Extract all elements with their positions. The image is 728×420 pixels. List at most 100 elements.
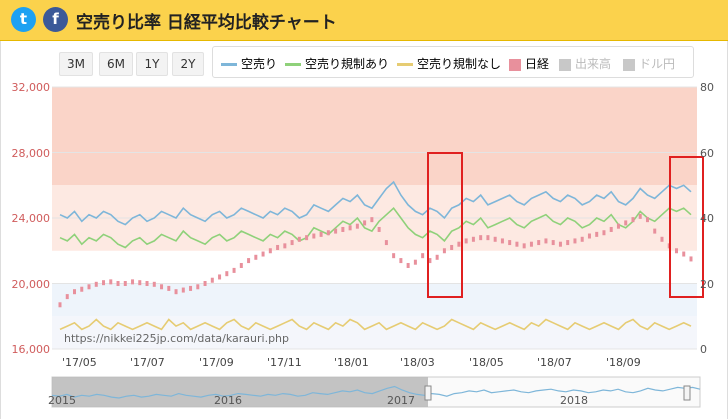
- nikkei-candle: [348, 225, 352, 231]
- nikkei-candle: [421, 253, 425, 259]
- legend-item-usdjpy[interactable]: ドル円: [623, 55, 675, 72]
- legend-label: ドル円: [639, 57, 676, 71]
- range-button-1y[interactable]: 1Y: [136, 52, 168, 76]
- nikkei-candle: [595, 231, 599, 237]
- nikkei-candle: [254, 254, 258, 260]
- nikkei-candle: [602, 230, 606, 236]
- nikkei-candle: [94, 281, 98, 287]
- nikkei-candle: [225, 271, 229, 277]
- legend-label: 空売り規制あり: [305, 57, 390, 71]
- nikkei-candle: [616, 223, 620, 229]
- legend-item-nikkei[interactable]: 日経: [509, 55, 549, 72]
- twitter-icon[interactable]: t: [11, 7, 36, 32]
- facebook-icon[interactable]: f: [43, 7, 68, 32]
- range-button-3m[interactable]: 3M: [59, 52, 93, 76]
- nikkei-candle: [544, 238, 548, 244]
- nikkei-candle: [392, 253, 396, 259]
- navigator-mask: [52, 377, 428, 407]
- nikkei-candle: [138, 280, 142, 286]
- nikkei-candle: [435, 254, 439, 260]
- nikkei-candle: [210, 277, 214, 283]
- nikkei-candle: [399, 258, 403, 264]
- navigator-year-label: 2018: [560, 394, 588, 407]
- nikkei-candle: [660, 236, 664, 242]
- highlight-box: [669, 156, 704, 298]
- nikkei-candle: [558, 241, 562, 247]
- nikkei-candle: [529, 241, 533, 247]
- band: [52, 283, 697, 317]
- x-tick: '17/09: [199, 356, 234, 369]
- nikkei-candle: [261, 251, 265, 257]
- legend-item-karauri[interactable]: 空売り: [221, 55, 277, 72]
- nikkei-candle: [631, 217, 635, 223]
- nikkei-candle: [450, 244, 454, 250]
- nikkei-candle: [290, 240, 294, 246]
- series-line-0: [59, 180, 692, 226]
- nikkei-candle: [457, 241, 461, 247]
- page-title: 空売り比率 日経平均比較チャート: [76, 13, 337, 33]
- x-tick: '18/09: [606, 356, 641, 369]
- legend-item-volume[interactable]: 出来高: [559, 55, 611, 72]
- nikkei-candle: [218, 274, 222, 280]
- y-right-tick: 40: [700, 212, 714, 225]
- nikkei-candle: [384, 240, 388, 246]
- nikkei-candle: [181, 287, 185, 293]
- nikkei-candle: [268, 248, 272, 254]
- x-tick: '18/01: [334, 356, 369, 369]
- nikkei-candle: [479, 235, 483, 241]
- y-left-tick: 16,000: [11, 343, 51, 356]
- navigator-year-label: 2016: [214, 394, 242, 407]
- x-tick: '18/05: [469, 356, 504, 369]
- y-right-tick: 20: [700, 278, 714, 291]
- nikkei-candle: [319, 231, 323, 237]
- nikkei-candle: [653, 228, 657, 234]
- y-right-tick: 60: [700, 147, 714, 160]
- nikkei-candle: [312, 233, 316, 239]
- y-left-tick: 32,000: [11, 81, 51, 94]
- nikkei-candle: [442, 248, 446, 254]
- chart-legend: 空売り 空売り規制あり 空売り規制なし 日経 出来高 ドル円: [212, 46, 694, 78]
- band: [52, 87, 697, 186]
- nikkei-candle: [515, 241, 519, 247]
- nikkei-candle: [638, 213, 642, 219]
- range-button-6m[interactable]: 6M: [99, 52, 133, 76]
- nikkei-candle: [305, 235, 309, 241]
- navigator-year-label: 2017: [387, 394, 415, 407]
- nikkei-candle: [232, 267, 236, 273]
- nikkei-candle: [247, 258, 251, 264]
- nikkei-candle: [196, 284, 200, 290]
- nikkei-candle: [486, 235, 490, 241]
- series-line-1: [59, 207, 692, 249]
- range-button-2y[interactable]: 2Y: [172, 52, 204, 76]
- nikkei-candle: [73, 289, 77, 295]
- nikkei-candle: [87, 284, 91, 290]
- legend-swatch: [397, 63, 413, 66]
- nikkei-candle: [689, 256, 693, 262]
- nikkei-candle: [428, 258, 432, 264]
- nikkei-candle: [573, 238, 577, 244]
- highlight-box: [427, 152, 463, 298]
- nikkei-candle: [283, 243, 287, 249]
- legend-item-unregulated[interactable]: 空売り規制なし: [397, 55, 501, 72]
- navigator-handle-right: [683, 385, 691, 401]
- nikkei-candle: [160, 284, 164, 290]
- nikkei-candle: [116, 281, 120, 286]
- nikkei-candle: [551, 240, 555, 246]
- nikkei-candle: [80, 286, 84, 292]
- nikkei-candle: [566, 240, 570, 246]
- nikkei-candle: [297, 236, 301, 242]
- nikkei-candle: [363, 220, 367, 226]
- legend-swatch: [285, 63, 301, 66]
- nikkei-candle: [131, 279, 135, 285]
- nikkei-candle: [493, 236, 497, 242]
- nikkei-candle: [464, 238, 468, 244]
- legend-item-regulated[interactable]: 空売り規制あり: [285, 55, 389, 72]
- nikkei-candle: [174, 289, 178, 295]
- nikkei-candle: [508, 240, 512, 246]
- nikkei-candle: [152, 281, 156, 287]
- nikkei-candle: [102, 280, 106, 286]
- legend-swatch: [509, 58, 521, 71]
- nikkei-candle: [355, 223, 359, 229]
- y-right-tick: 0: [700, 343, 707, 356]
